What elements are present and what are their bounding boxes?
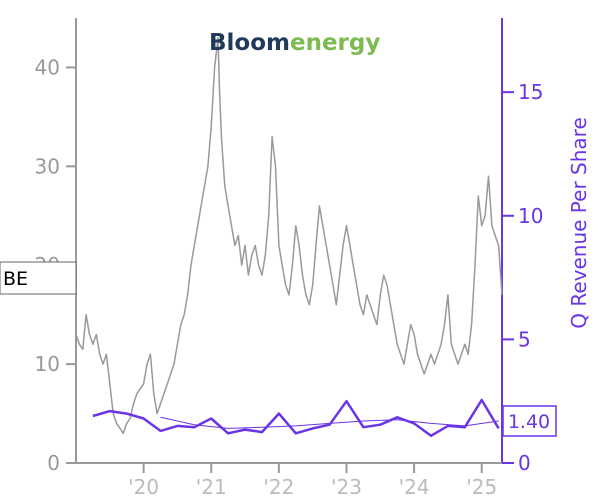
x-tick-label: '25 <box>466 475 497 499</box>
right-axis-ticks: 0 5 10 15 <box>502 80 543 475</box>
series-line-be <box>75 37 503 435</box>
current-value-box <box>502 405 557 437</box>
right-tick-label: 0 <box>518 451 531 475</box>
x-tick-label: '24 <box>399 475 430 499</box>
x-tick-label: '21 <box>196 475 227 499</box>
logo-part1: Bloom <box>209 30 290 56</box>
x-tick-label: '22 <box>263 475 294 499</box>
left-tick-label: 30 <box>35 154 60 178</box>
left-tick-label: 10 <box>35 352 60 376</box>
logo: Bloomenergy <box>209 30 380 56</box>
x-tick-label: '23 <box>331 475 362 499</box>
left-tick-label: 40 <box>35 55 60 79</box>
logo-part2: energy <box>290 30 380 56</box>
series-line-q-revenue-per-share-trend- <box>160 416 499 429</box>
right-tick-label: 5 <box>518 327 531 351</box>
left-tick-label: 0 <box>47 451 60 475</box>
x-tick-label: '20 <box>128 475 159 499</box>
ticker-label-box <box>0 261 77 295</box>
right-tick-label: 10 <box>518 204 543 228</box>
series-layer <box>75 37 503 438</box>
ticker-label: BE <box>3 268 28 290</box>
x-axis-ticks: '20 '21 '22 '23 '24 '25 <box>128 463 497 499</box>
series-line-q-revenue-per-share <box>92 398 500 438</box>
right-tick-label: 15 <box>518 80 543 104</box>
right-axis-title: Q Revenue Per Share <box>567 117 591 329</box>
current-value-label: 1.40 <box>508 411 550 433</box>
